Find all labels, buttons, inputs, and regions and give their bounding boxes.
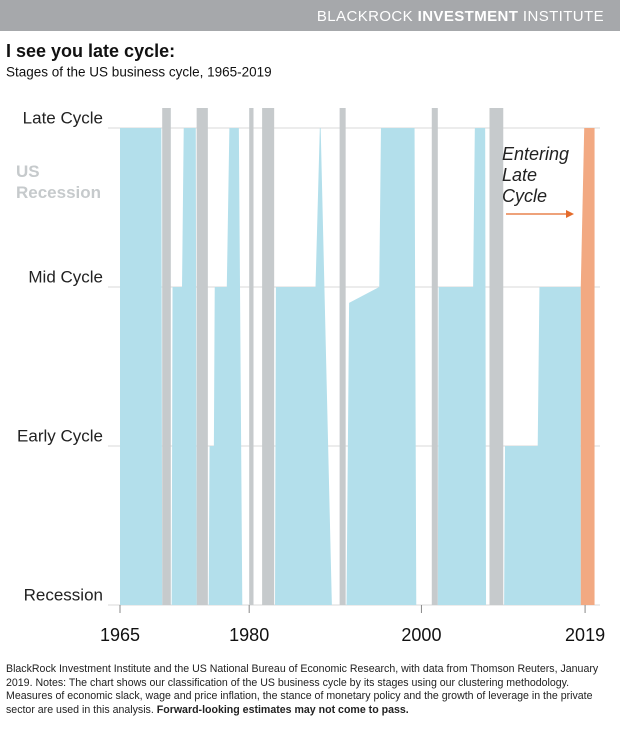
annotation-line: Entering bbox=[502, 144, 569, 164]
annotation-line: Cycle bbox=[502, 186, 547, 206]
recession-label: US Recession bbox=[16, 162, 101, 202]
plot: Recession Early Cycle Mid Cycle Late Cycle U… bbox=[16, 108, 605, 645]
y-tick-label: Early Cycle bbox=[17, 426, 103, 445]
header-bar bbox=[0, 0, 620, 31]
x-tick-label: 2019 bbox=[565, 625, 605, 645]
y-tick-label: Late Cycle bbox=[23, 108, 103, 127]
recession-bar bbox=[196, 108, 208, 605]
annotation-arrowhead bbox=[566, 210, 574, 218]
brand-bold: INVESTMENT bbox=[418, 8, 519, 25]
x-tick-label: 1965 bbox=[100, 625, 140, 645]
source-note: BlackRock Investment Institute and the U… bbox=[6, 663, 612, 717]
recession-bar bbox=[262, 108, 275, 605]
stage-area bbox=[580, 128, 595, 605]
recession-bar bbox=[489, 108, 504, 605]
brand-end: INSTITUTE bbox=[523, 8, 604, 25]
source-bold: Forward-looking estimates may not come t… bbox=[156, 703, 409, 716]
brand: BLACKROCK bbox=[317, 8, 413, 25]
recession-label-line: US bbox=[16, 162, 40, 181]
recession-bar bbox=[162, 108, 171, 605]
x-tick-label: 1980 bbox=[229, 625, 269, 645]
header-brand: BLACKROCK INVESTMENT INSTITUTE bbox=[317, 8, 604, 25]
chart-title: I see you late cycle: bbox=[6, 41, 175, 61]
stage-area bbox=[120, 128, 581, 605]
source-text: BlackRock Investment Institute and the U… bbox=[6, 663, 599, 716]
recession-bar bbox=[431, 108, 438, 605]
y-tick-label: Recession bbox=[24, 585, 103, 604]
recession-bar bbox=[339, 108, 346, 605]
recession-label-line: Recession bbox=[16, 183, 101, 202]
annotation: Entering Late Cycle bbox=[502, 144, 569, 206]
chart-subtitle: Stages of the US business cycle, 1965-20… bbox=[6, 65, 272, 80]
recession-bar bbox=[249, 108, 254, 605]
y-tick-label: Mid Cycle bbox=[28, 267, 103, 286]
x-tick-label: 2000 bbox=[401, 625, 441, 645]
chart: BLACKROCK INVESTMENT INSTITUTE I see you… bbox=[0, 0, 620, 645]
annotation-line: Late bbox=[502, 165, 537, 185]
